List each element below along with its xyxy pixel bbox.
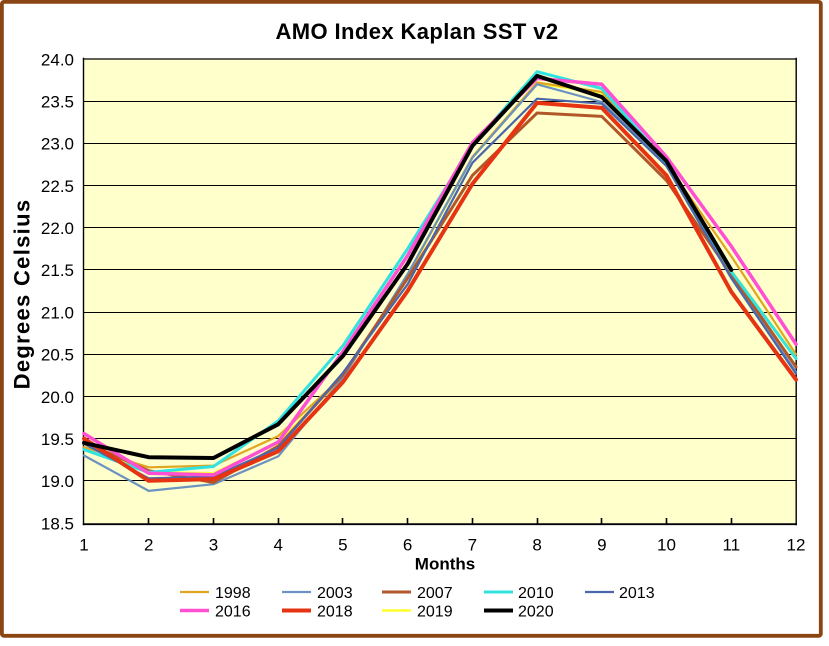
svg-text:6: 6	[403, 536, 412, 555]
svg-text:20.0: 20.0	[41, 388, 74, 407]
svg-text:1: 1	[79, 536, 88, 555]
svg-text:3: 3	[209, 536, 218, 555]
svg-text:Months: Months	[415, 555, 475, 574]
svg-text:12: 12	[787, 536, 806, 555]
svg-text:2007: 2007	[417, 585, 453, 602]
svg-text:2020: 2020	[518, 603, 554, 620]
svg-text:2010: 2010	[518, 585, 554, 602]
svg-text:23.0: 23.0	[41, 135, 74, 154]
svg-text:21.0: 21.0	[41, 303, 74, 322]
svg-text:19.5: 19.5	[41, 430, 74, 449]
svg-text:22.5: 22.5	[41, 177, 74, 196]
svg-text:Degrees Celsius: Degrees Celsius	[10, 199, 35, 390]
svg-text:24.0: 24.0	[41, 50, 74, 69]
svg-text:2019: 2019	[417, 603, 453, 620]
svg-text:21.5: 21.5	[41, 261, 74, 280]
svg-text:9: 9	[597, 536, 606, 555]
svg-text:AMO Index Kaplan SST v2: AMO Index Kaplan SST v2	[275, 19, 558, 44]
svg-text:2013: 2013	[619, 585, 655, 602]
svg-text:22.0: 22.0	[41, 219, 74, 238]
svg-text:19.0: 19.0	[41, 472, 74, 491]
svg-text:2003: 2003	[317, 585, 353, 602]
svg-text:18.5: 18.5	[41, 514, 74, 533]
svg-text:1998: 1998	[215, 585, 251, 602]
svg-text:2016: 2016	[215, 603, 251, 620]
svg-text:7: 7	[468, 536, 477, 555]
svg-text:4: 4	[273, 536, 282, 555]
svg-text:2: 2	[144, 536, 153, 555]
svg-text:20.5: 20.5	[41, 346, 74, 365]
svg-text:23.5: 23.5	[41, 93, 74, 112]
svg-text:2018: 2018	[317, 603, 353, 620]
svg-text:5: 5	[338, 536, 347, 555]
svg-text:8: 8	[532, 536, 541, 555]
svg-text:10: 10	[657, 536, 676, 555]
svg-text:11: 11	[722, 536, 740, 555]
